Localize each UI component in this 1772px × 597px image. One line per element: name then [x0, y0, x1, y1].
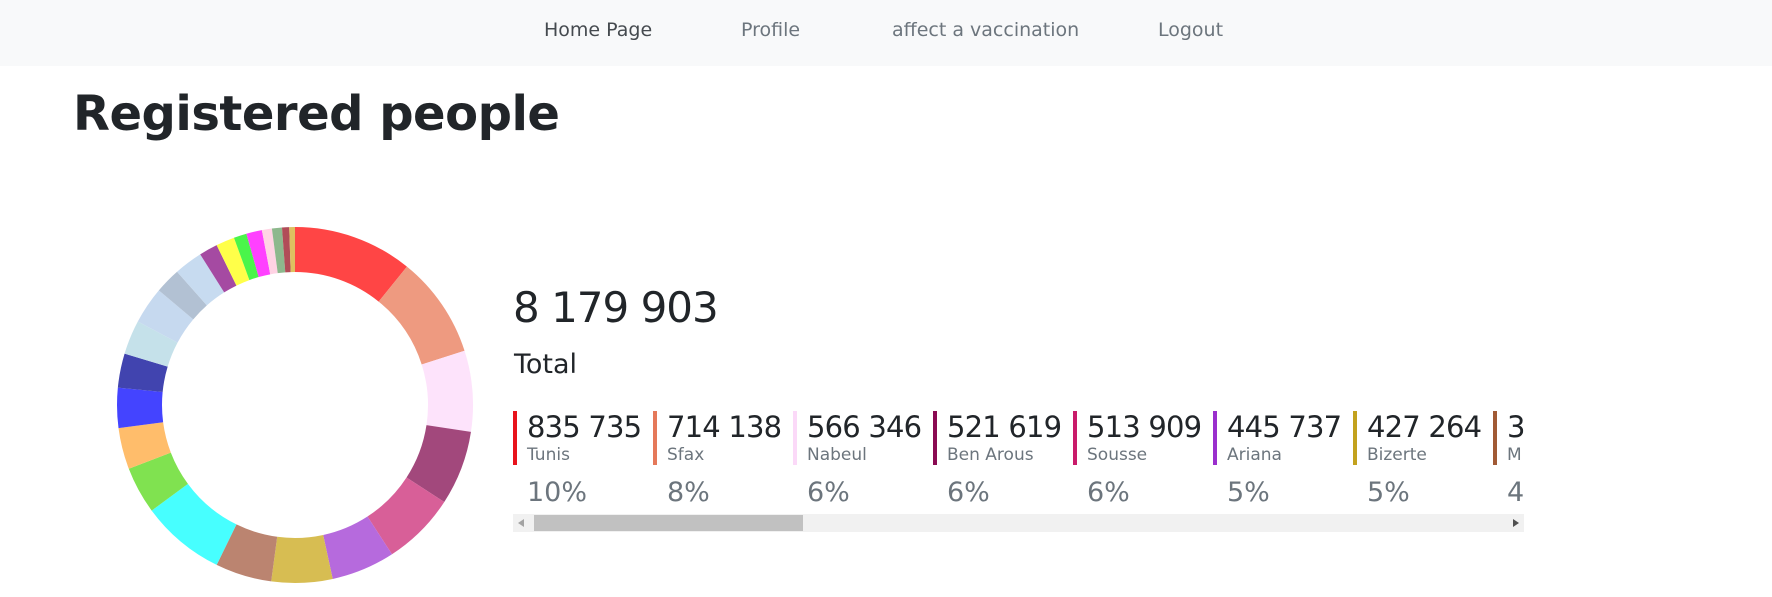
- nav-home-link[interactable]: Home Page: [544, 19, 653, 41]
- legend-percent: 6%: [1087, 477, 1130, 508]
- donut-slice-20[interactable]: [233, 233, 259, 281]
- scrollbar-thumb[interactable]: [534, 515, 803, 531]
- legend-value: 835 735: [527, 410, 642, 444]
- legend-color-bar: [793, 411, 797, 465]
- legend-name: Bizerte: [1367, 445, 1427, 465]
- legend-color-bar: [653, 411, 657, 465]
- legend-item-ariana: 445 737 Ariana 5%: [1213, 408, 1353, 514]
- legend-percent: 8%: [667, 477, 710, 508]
- total-value: 8 179 903: [513, 283, 719, 332]
- legend-horizontal-scrollbar[interactable]: [513, 514, 1524, 532]
- legend-color-bar: [1353, 411, 1357, 465]
- legend-scroll-area[interactable]: 835 735 Tunis 10% 714 138 Sfax 8% 566 34…: [513, 408, 1524, 514]
- legend-item-partial: 3 M 4: [1493, 408, 1524, 514]
- donut-slice-11[interactable]: [118, 422, 171, 469]
- total-label: Total: [514, 349, 578, 380]
- legend-value: 521 619: [947, 410, 1062, 444]
- legend-value: 3: [1507, 410, 1524, 444]
- legend-color-bar: [1073, 411, 1077, 465]
- donut-slice-13[interactable]: [117, 353, 168, 393]
- legend-percent: 5%: [1367, 477, 1410, 508]
- legend-item-ben-arous: 521 619 Ben Arous 6%: [933, 408, 1073, 514]
- legend-value: 445 737: [1227, 410, 1342, 444]
- donut-slice-3[interactable]: [421, 350, 473, 432]
- donut-slice-1[interactable]: [295, 227, 407, 302]
- donut-slice-8[interactable]: [216, 524, 278, 582]
- donut-slice-16[interactable]: [158, 271, 207, 320]
- donut-slice-18[interactable]: [200, 245, 237, 293]
- donut-slice-5[interactable]: [367, 477, 445, 555]
- legend-name: Sousse: [1087, 445, 1148, 465]
- legend-percent: 4: [1507, 477, 1524, 508]
- nav-profile-link[interactable]: Profile: [741, 19, 801, 41]
- legend-value: 714 138: [667, 410, 782, 444]
- donut-slice-21[interactable]: [246, 230, 271, 278]
- donut-slice-12[interactable]: [117, 387, 164, 429]
- donut-slice-2[interactable]: [378, 266, 465, 365]
- donut-slice-7[interactable]: [271, 534, 333, 583]
- donut-slice-24[interactable]: [281, 227, 291, 273]
- nav-affect-vaccination-link[interactable]: affect a vaccination: [892, 19, 1080, 41]
- donut-slice-22[interactable]: [261, 228, 278, 275]
- legend-name: Tunis: [527, 445, 570, 465]
- nav-logout-link[interactable]: Logout: [1158, 19, 1224, 41]
- scroll-left-arrow-icon[interactable]: [518, 519, 524, 527]
- legend-percent: 5%: [1227, 477, 1270, 508]
- legend-percent: 10%: [527, 477, 588, 508]
- scroll-right-arrow-icon[interactable]: [1513, 519, 1519, 527]
- donut-slice-25[interactable]: [289, 227, 295, 273]
- legend-color-bar: [1213, 411, 1217, 465]
- page-title: Registered people: [73, 86, 560, 142]
- legend-color-bar: [513, 411, 517, 465]
- donut-slice-6[interactable]: [323, 516, 393, 579]
- legend-percent: 6%: [807, 477, 850, 508]
- donut-slice-17[interactable]: [177, 254, 225, 306]
- donut-slice-19[interactable]: [216, 237, 250, 286]
- legend-item-nabeul: 566 346 Nabeul 6%: [793, 408, 933, 514]
- legend-percent: 6%: [947, 477, 990, 508]
- donut-slice-4[interactable]: [406, 425, 471, 502]
- donut-slice-10[interactable]: [128, 452, 188, 511]
- legend-name: Ben Arous: [947, 445, 1034, 465]
- legend-item-sousse: 513 909 Sousse 6%: [1073, 408, 1213, 514]
- legend-value: 566 346: [807, 410, 922, 444]
- legend-color-bar: [933, 411, 937, 465]
- donut-slice-14[interactable]: [124, 321, 178, 367]
- registrations-donut-chart: [117, 227, 473, 583]
- legend-color-bar: [1493, 411, 1497, 465]
- top-navbar: Home Page Profile affect a vaccination L…: [0, 0, 1772, 66]
- legend-name: Ariana: [1227, 445, 1282, 465]
- legend-value: 427 264: [1367, 410, 1482, 444]
- legend-name: Nabeul: [807, 445, 867, 465]
- legend-name: M: [1507, 445, 1522, 465]
- legend-item-bizerte: 427 264 Bizerte 5%: [1353, 408, 1493, 514]
- legend-name: Sfax: [667, 445, 705, 465]
- legend-item-tunis: 835 735 Tunis 10%: [513, 408, 653, 514]
- donut-slice-9[interactable]: [151, 483, 237, 565]
- donut-slice-15[interactable]: [137, 290, 194, 343]
- donut-slice-23[interactable]: [271, 227, 286, 274]
- legend-item-sfax: 714 138 Sfax 8%: [653, 408, 793, 514]
- legend-value: 513 909: [1087, 410, 1202, 444]
